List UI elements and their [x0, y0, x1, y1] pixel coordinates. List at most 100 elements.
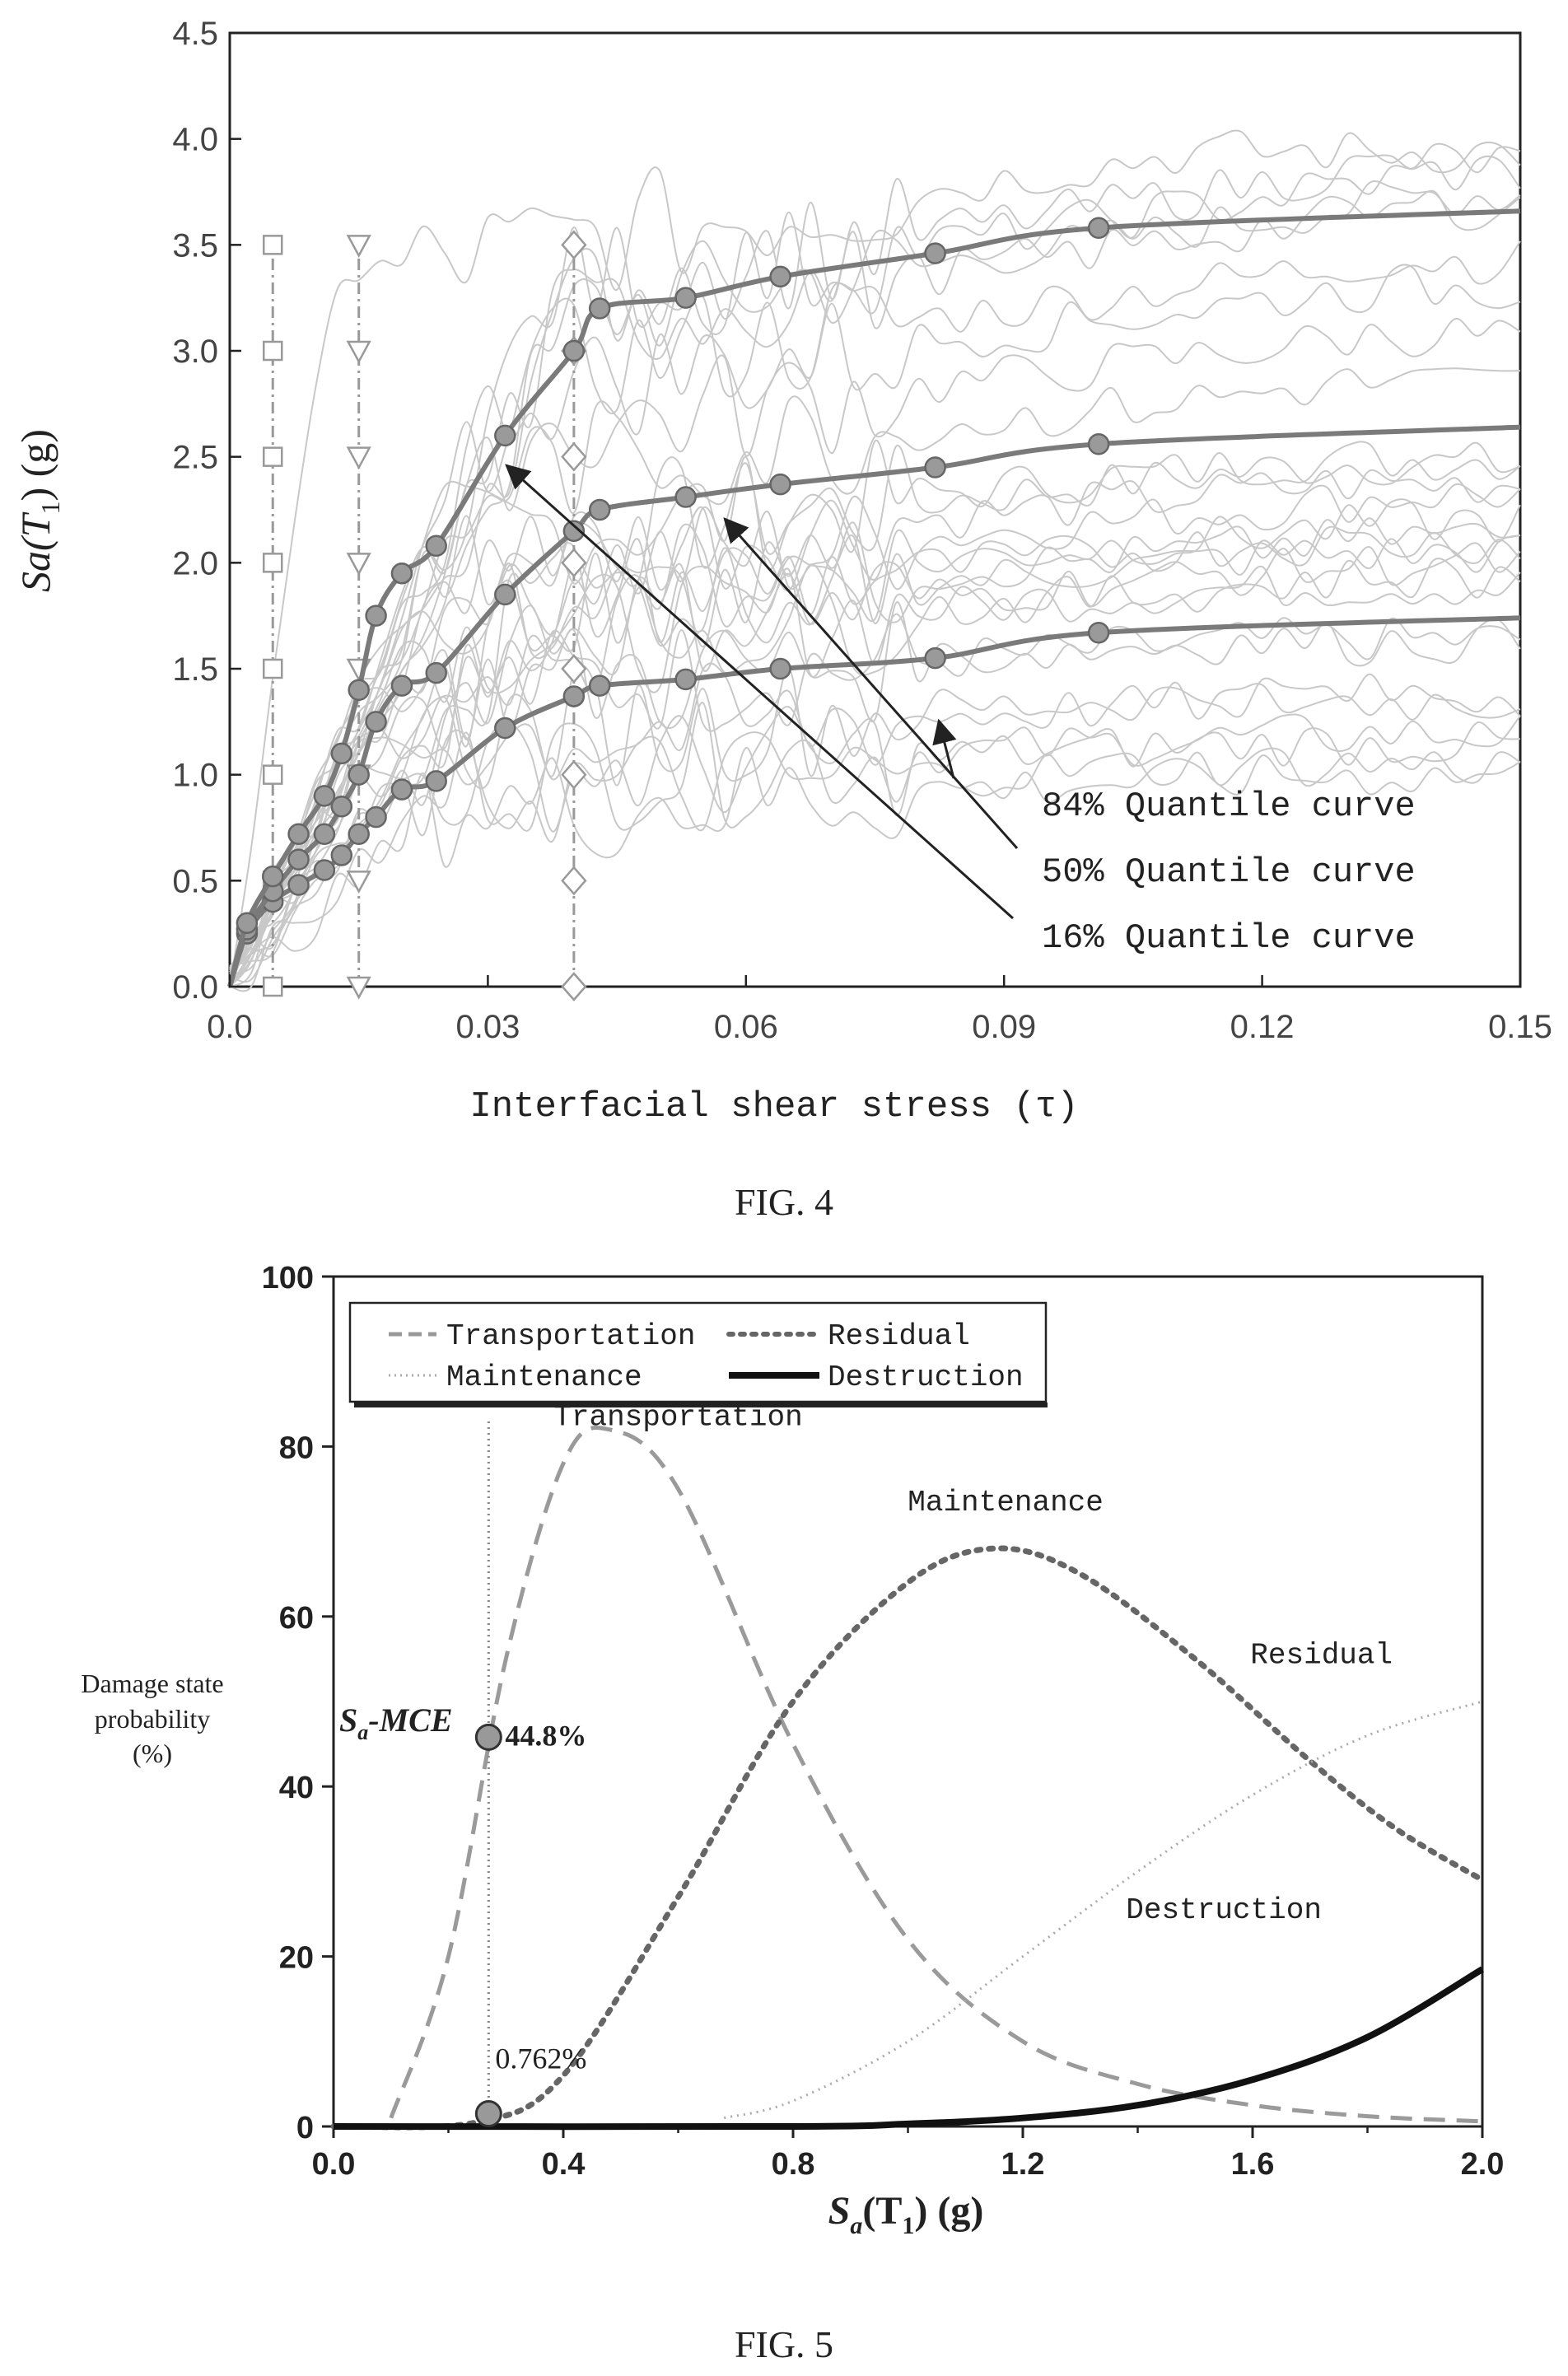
fig4-quantile-point	[588, 675, 611, 697]
fig4-quantile-point	[287, 874, 310, 896]
fig4-sample-curve	[229, 264, 1521, 984]
fig4-x-tick-label: 0.0	[207, 1009, 253, 1045]
fig4-sample-curve	[229, 129, 1521, 987]
fig5-x-tick-label: 1.2	[1001, 2147, 1045, 2182]
fig5-chart: 0.0 0.4 0.8 1.2 1.6 2.0 0 20 40 60 80 100 44.8% 0.76…	[81, 1261, 1504, 2239]
fig4-limit-marker	[561, 972, 587, 1001]
fig4-quantile-point	[1087, 432, 1110, 455]
fig4-quantile-point	[425, 661, 447, 684]
fig4-quantile-point	[313, 823, 336, 845]
fig4-sample-curve	[229, 729, 1521, 968]
fig4-y-tick-label: 3.0	[172, 334, 218, 370]
annot-50: 50% Quantile curve	[1042, 852, 1416, 892]
fig4-quantile-point	[674, 668, 697, 691]
fig4-quantile-point	[769, 265, 791, 288]
fig4-x-tick-label: 0.06	[714, 1009, 778, 1045]
fig4-quantile-point	[313, 785, 336, 807]
fig5-curve-2	[723, 1700, 1483, 2120]
fig4-limit-marker	[561, 230, 587, 260]
mce-point	[474, 1723, 502, 1751]
fig4-quantile-point	[365, 605, 387, 627]
fig4-limit-marker	[561, 441, 587, 472]
fig4-sample-curve	[229, 189, 1521, 978]
fig4-limit-marker	[561, 548, 587, 578]
fig5-y-tick-label: 80	[279, 1431, 314, 1465]
fig4-quantile-line-1	[227, 424, 1521, 987]
fig4-quantile-point	[390, 778, 413, 801]
legend-box	[348, 1301, 1048, 1403]
legend-destruction: Destruction	[828, 1361, 1024, 1394]
fig4-quantile-point	[674, 287, 697, 309]
fig5-curve-label: Transportation	[553, 1401, 802, 1435]
fig4-sample-curve	[229, 483, 1521, 983]
fig5-y-tick-label: 60	[279, 1601, 314, 1636]
fig4-quantile-point	[562, 339, 586, 362]
fig5-curve-label: Maintenance	[908, 1486, 1104, 1519]
annot-16: 16% Quantile curve	[1042, 918, 1416, 958]
fig5-curve-1	[330, 1545, 1486, 2131]
fig4-limit-marker	[346, 446, 371, 470]
legend-residual: Residual	[828, 1319, 970, 1353]
arrow-84	[932, 718, 957, 779]
fig4-quantile-point	[588, 498, 611, 521]
mce-label: Sa-MCE	[339, 1701, 453, 1744]
fig4-quantile-point	[348, 823, 370, 845]
arrow-50	[723, 517, 1019, 849]
fig4-limit-marker	[262, 446, 283, 467]
fig4-sample-curve	[229, 317, 1521, 969]
legend-maintenance: Maintenance	[446, 1361, 642, 1394]
fig4-caption: FIG. 4	[735, 1181, 833, 1223]
fig4-quantile-point	[313, 859, 336, 881]
fig4-quantile-point	[287, 848, 310, 871]
fig5-curve-0	[389, 1426, 1483, 2124]
fig5-ylabel-line1: Damage state	[81, 1669, 223, 1698]
fig4-sample-curve	[229, 702, 1521, 992]
fig4-background-curves	[229, 129, 1521, 992]
fig4-quantile-point	[365, 805, 387, 829]
fig4-limit-marker	[561, 654, 587, 684]
fig4-quantile-point	[562, 520, 586, 542]
fig4-quantile-point	[494, 424, 516, 447]
fig4-quantile-point	[390, 675, 413, 697]
fig4-sample-curve	[229, 498, 1521, 987]
fig5-curve-label: Residual	[1250, 1639, 1393, 1673]
fig4-limit-marker	[346, 976, 371, 1000]
fig4-sample-curve	[229, 558, 1521, 973]
fig5-y-tick-label: 0	[296, 2111, 314, 2145]
fig5-curve-label: Destruction	[1126, 1893, 1322, 1927]
fig4-y-tick-label: 4.0	[172, 122, 218, 158]
fig5-curve-labels: Transportation Maintenance Residual Destruc…	[553, 1401, 1393, 1928]
fig5-ylabel-line3: (%)	[133, 1739, 172, 1768]
fig5-x-tick-label: 0.4	[542, 2147, 586, 2182]
mce-point	[474, 2100, 502, 2128]
arrow-16	[505, 464, 1014, 920]
fig5-x-tick-label: 1.6	[1231, 2147, 1275, 2182]
mce-point-label: 0.762%	[495, 2042, 586, 2075]
fig4-quantile-point	[494, 583, 516, 606]
annot-84: 84% Quantile curve	[1042, 787, 1416, 826]
fig4-sample-curve	[229, 747, 1521, 975]
fig4-y-tick-label: 4.5	[172, 16, 218, 52]
fig5-ylabel-line2: probability	[95, 1704, 210, 1734]
fig4-quantile-point	[924, 242, 946, 264]
fig4-quantile-point	[924, 647, 946, 670]
fig5-mce-line: 44.8% 0.762%	[474, 1421, 586, 2128]
fig5-curves	[330, 1426, 1486, 2131]
fig4-annotations: 84% Quantile curve 50% Quantile curve 16…	[505, 464, 1416, 958]
fig5-x-tick-label: 0.8	[772, 2147, 815, 2182]
fig4-quantile-point	[330, 742, 353, 765]
fig4-ticks: 0.0 0.03 0.06 0.09 0.12 0.15 0.0 0.5 1.0 1.5 2.0 2.…	[172, 16, 1552, 1045]
fig5-caption: FIG. 5	[735, 2323, 833, 2365]
fig4-sample-curve	[229, 441, 1521, 987]
fig4-quantile-point	[261, 865, 284, 888]
fig4-quantile-point	[425, 534, 447, 557]
fig4-quantile-point	[674, 486, 697, 508]
fig4-x-axis-label: Interfacial shear stress (τ)	[469, 1086, 1078, 1127]
fig4-sample-curve	[229, 706, 1521, 987]
fig4-limit-marker	[346, 235, 371, 258]
fig4-sample-curve	[229, 534, 1521, 980]
fig4-sample-curve	[229, 664, 1521, 987]
fig4-quantile-curves	[227, 208, 1521, 987]
fig4-quantile-point	[348, 763, 370, 786]
fig4-limit-marker	[346, 340, 371, 364]
